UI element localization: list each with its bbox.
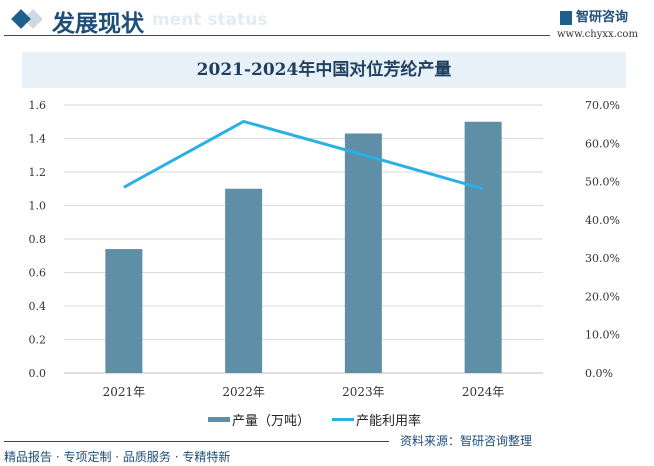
legend-label: 产能利用率 xyxy=(356,414,422,429)
right-tick-label: 30.0% xyxy=(585,252,620,265)
left-tick-label: 1.2 xyxy=(29,166,47,179)
logo: 智研咨询 xyxy=(560,6,628,25)
x-tick-label: 2021年 xyxy=(103,385,146,399)
left-tick-label: 1.6 xyxy=(29,99,47,112)
bar xyxy=(225,188,263,373)
left-tick-label: 0.0 xyxy=(29,367,47,380)
left-tick-label: 0.8 xyxy=(29,233,47,246)
site-url: www.chyxx.com xyxy=(557,29,638,40)
utilization-line xyxy=(123,119,484,191)
left-tick-label: 1.0 xyxy=(29,200,47,213)
left-tick-label: 0.4 xyxy=(29,300,47,313)
bar xyxy=(344,133,382,373)
logo-icon xyxy=(560,10,572,25)
source-note: 资料来源：智研咨询整理 xyxy=(400,434,533,448)
right-tick-label: 0.0% xyxy=(585,367,613,380)
left-tick-label: 1.4 xyxy=(29,133,47,146)
x-tick-label: 2024年 xyxy=(462,385,505,399)
left-tick-label: 0.2 xyxy=(29,334,47,347)
right-tick-label: 50.0% xyxy=(585,176,620,189)
right-tick-label: 40.0% xyxy=(585,214,620,227)
legend-item-utilization: 产能利用率 xyxy=(332,410,421,429)
header-divider xyxy=(4,35,550,36)
legend-item-production: 产量（万吨） xyxy=(208,410,310,429)
section-subtitle-en: ment status xyxy=(152,10,268,30)
footer-divider xyxy=(4,441,389,442)
logo-text: 智研咨询 xyxy=(576,10,629,25)
left-tick-label: 0.6 xyxy=(29,267,47,280)
legend-line-swatch xyxy=(332,418,355,421)
right-tick-label: 20.0% xyxy=(585,290,620,303)
legend: 产量（万吨） 产能利用率 xyxy=(208,410,421,429)
bar xyxy=(464,121,502,373)
bar xyxy=(105,249,143,373)
chart-title-box: 2021-2024年中国对位芳纶产量 xyxy=(22,52,626,88)
legend-label: 产量（万吨） xyxy=(232,414,311,429)
right-tick-label: 70.0% xyxy=(585,99,620,112)
right-tick-label: 60.0% xyxy=(585,137,620,150)
footer-slogan: 精品报告 · 专项定制 · 品质服务 · 专精特新 xyxy=(4,450,231,464)
chart-title: 2021-2024年中国对位芳纶产量 xyxy=(196,60,452,80)
section-title: 发展现状 xyxy=(52,11,144,37)
right-tick-label: 10.0% xyxy=(585,329,620,342)
legend-bar-swatch xyxy=(208,417,230,422)
x-tick-label: 2022年 xyxy=(222,385,265,399)
x-tick-label: 2023年 xyxy=(342,385,385,399)
